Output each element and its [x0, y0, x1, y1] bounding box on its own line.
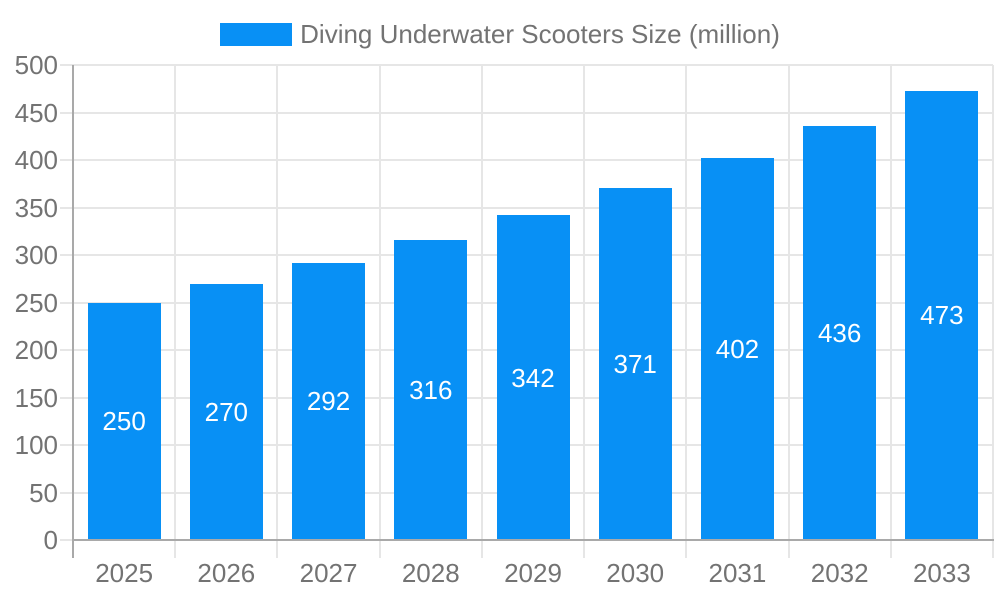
- x-axis-line: [72, 539, 994, 541]
- h-gridline: [60, 206, 993, 209]
- v-gridline: [889, 65, 892, 558]
- y-tick-label: 350: [14, 192, 58, 223]
- x-tick-label: 2026: [197, 558, 256, 588]
- v-gridline: [480, 65, 483, 558]
- x-tick-label: 2031: [708, 558, 767, 588]
- y-tick-label: 200: [14, 335, 58, 365]
- y-tick-label: 450: [14, 97, 58, 128]
- x-tick-label: 2027: [299, 558, 358, 588]
- v-gridline: [992, 65, 994, 558]
- y-tick-label: 0: [43, 525, 58, 555]
- y-tick-label: 100: [14, 430, 58, 460]
- bar[interactable]: [189, 283, 263, 540]
- y-tick-label: 250: [14, 287, 58, 318]
- bar[interactable]: [292, 262, 366, 540]
- h-gridline: [60, 64, 993, 66]
- y-tick-label: 500: [14, 50, 58, 80]
- v-gridline: [685, 65, 688, 558]
- bar[interactable]: [905, 90, 979, 540]
- v-gridline: [174, 65, 177, 558]
- v-gridline: [276, 65, 279, 558]
- x-tick-label: 2032: [810, 558, 869, 588]
- x-tick-label: 2025: [95, 558, 154, 588]
- y-tick-label: 400: [14, 145, 58, 175]
- h-gridline: [60, 159, 993, 161]
- v-gridline: [378, 65, 381, 558]
- bar-value-label: 342: [511, 362, 555, 393]
- y-axis-line: [72, 65, 74, 558]
- bar-value-label: 250: [102, 406, 146, 437]
- bar[interactable]: [598, 187, 672, 540]
- h-gridline: [60, 111, 993, 114]
- y-tick-label: 150: [14, 382, 58, 413]
- x-tick-label: 2029: [504, 558, 562, 588]
- y-tick-label: 300: [14, 240, 58, 270]
- bar-value-label: 316: [409, 374, 453, 405]
- bar-value-label: 270: [204, 396, 249, 427]
- v-gridline: [583, 65, 586, 558]
- v-gridline: [787, 65, 790, 558]
- legend-swatch: [220, 23, 293, 46]
- bar[interactable]: [394, 239, 468, 540]
- x-tick-label: 2028: [401, 558, 460, 588]
- x-tick-label: 2030: [606, 558, 665, 588]
- bar-value-label: 402: [715, 334, 760, 365]
- bar-value-label: 436: [817, 317, 862, 348]
- bar-value-label: 292: [306, 386, 351, 417]
- bar[interactable]: [803, 125, 877, 540]
- bar[interactable]: [496, 215, 570, 540]
- y-tick-label: 50: [29, 477, 58, 508]
- bar[interactable]: [87, 302, 161, 540]
- bar-value-label: 473: [920, 300, 964, 331]
- bar[interactable]: [700, 158, 774, 540]
- legend[interactable]: Diving Underwater Scooters Size (million…: [0, 19, 1000, 50]
- legend-label: Diving Underwater Scooters Size (million…: [300, 19, 780, 49]
- bar-value-label: 371: [613, 348, 657, 379]
- x-tick-label: 2033: [912, 558, 971, 588]
